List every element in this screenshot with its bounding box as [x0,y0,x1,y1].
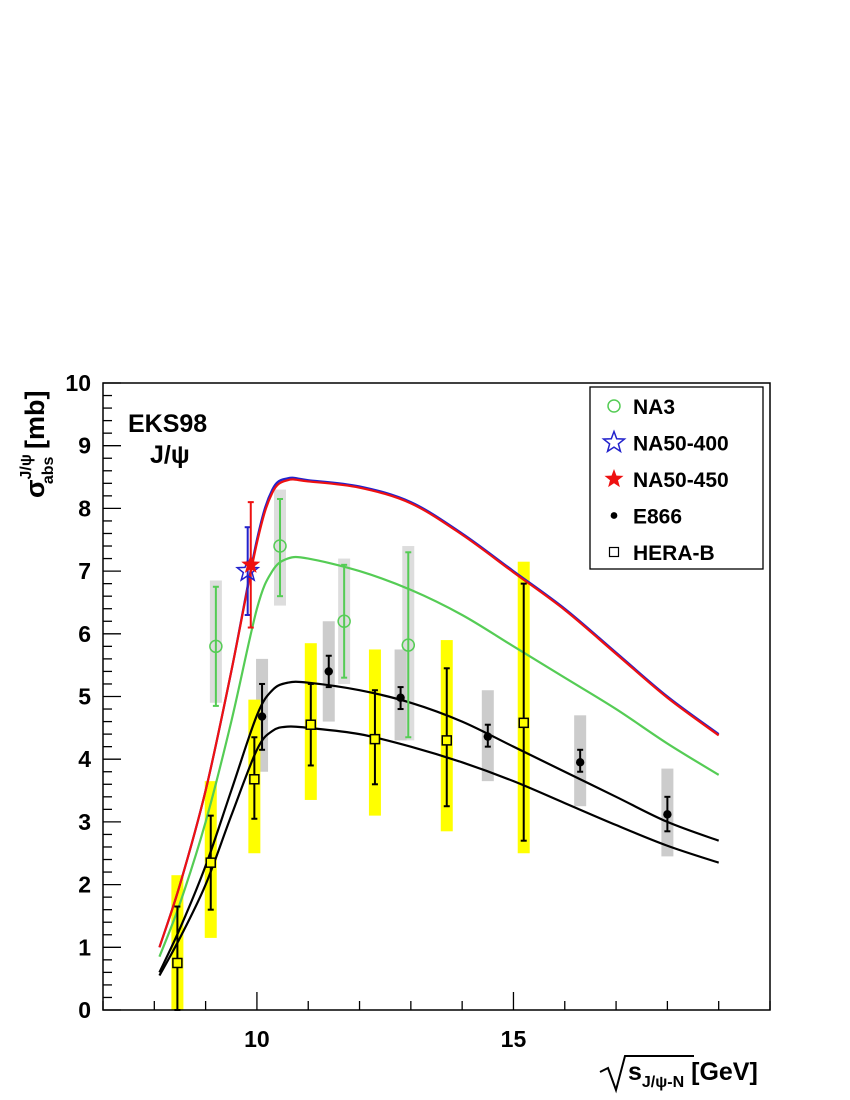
x-label-subscript: J/ψ-N [642,1074,684,1091]
sqrt-sign [599,1055,694,1094]
point-hera-b-6 [518,717,529,729]
y-tick-label-5: 5 [78,684,91,710]
x-label-prefix: s [628,1058,642,1086]
legend: NA3 NA50-400 NA50-450 E866 HERA-B [589,386,764,570]
point-hera-b-3 [305,719,317,730]
point-e866-2 [396,693,405,702]
point-e866-3 [483,732,493,741]
legend-marker-hera-b [608,546,620,558]
point-na3-0 [209,639,223,654]
y-tick-label-4: 4 [78,746,91,772]
x-axis-label: sJ/ψ-N [GeV] [599,1055,758,1094]
x-tick-label-10: 10 [244,1026,270,1052]
point-e866-0 [257,712,267,721]
y-tick-label-10: 10 [65,370,91,396]
axis-ticks: 10 15 0 1 2 3 4 5 6 7 8 9 10 [65,370,771,1052]
y-tick-label-2: 2 [78,872,91,898]
point-hera-b-0 [172,957,183,969]
legend-marker-na50-450 [604,469,624,488]
svg-text:sJ/ψ-N [GeV]: sJ/ψ-N [GeV] [628,1058,758,1091]
legend-marker-na3 [607,399,621,413]
point-na50-400-0 [235,557,261,582]
legend-label-hera-b: HERA-B [633,542,715,565]
legend-marker-e866 [610,512,618,519]
y-tick-label-1: 1 [78,934,91,960]
y-tick-label-0: 0 [78,997,91,1023]
y-tick-label-7: 7 [78,558,91,584]
y-tick-label-3: 3 [78,809,91,835]
y-tick-label-9: 9 [78,433,91,459]
point-na3-2 [337,614,351,629]
point-hera-b-4 [369,733,381,745]
legend-label-na50-450: NA50-450 [633,469,729,492]
y-tick-label-6: 6 [78,621,91,647]
data-markers [172,539,672,969]
x-label-unit: [GeV] [684,1058,758,1086]
point-e866-1 [324,667,333,676]
legend-label-na50-400: NA50-400 [633,433,729,456]
legend-marker-na50-400 [601,429,627,454]
curve-na3-curve [158,555,720,958]
curve-e866-curve [158,680,720,973]
annotation-line2: J/ψ [150,441,190,469]
y-label-subscript: abs [40,456,57,484]
legend-label-e866: E866 [633,506,682,529]
curve-hera-b-curve [158,725,720,977]
error-bars [174,497,671,1011]
y-label-symbol: σ [20,480,50,498]
y-label-unit: [mb] [20,391,50,457]
point-na3-3 [401,638,416,652]
point-e866-5 [663,810,672,819]
model-curves [158,476,720,977]
curve-na50-450-curve [158,478,720,948]
annotation-line1: EKS98 [128,410,207,438]
y-axis-label: σJ/ψ abs [mb] [18,391,57,498]
point-hera-b-1 [205,857,216,868]
point-hera-b-2 [249,774,260,785]
point-e866-4 [575,758,585,767]
y-tick-label-8: 8 [78,495,91,521]
point-hera-b-5 [441,735,453,746]
point-na50-450-0 [241,554,261,573]
legend-label-na3: NA3 [633,396,675,419]
y-label-superscript: J/ψ [18,454,35,479]
x-tick-label-15: 15 [501,1026,527,1052]
point-na3-1 [273,539,287,553]
